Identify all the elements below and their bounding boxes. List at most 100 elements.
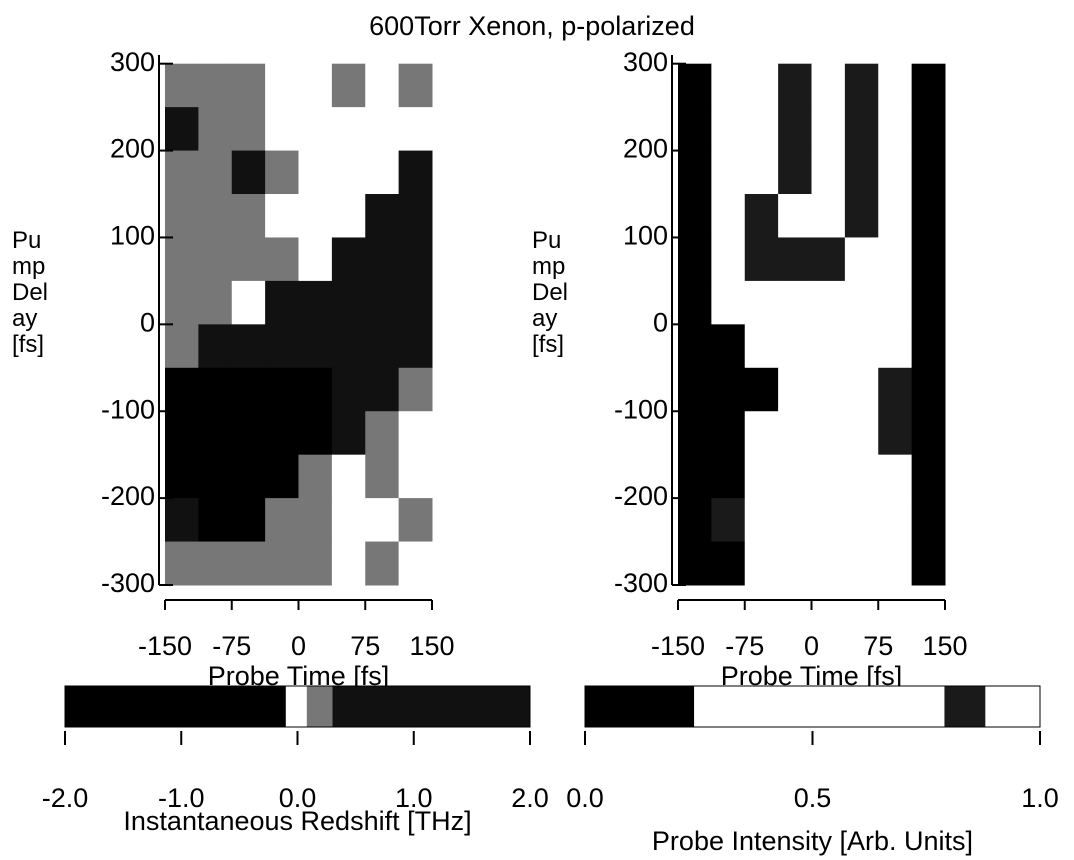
heatmap-cell — [331, 150, 366, 195]
x-tick-label: 75 — [350, 631, 380, 661]
heatmap-cell — [298, 498, 333, 543]
colorbar-tick-label: 2.0 — [511, 783, 549, 813]
heatmap-cell — [778, 411, 812, 456]
colorbar-segment — [285, 686, 307, 727]
heatmap-cell — [298, 367, 333, 412]
x-tick-label: -150 — [651, 631, 705, 661]
colorbar-tick-label: 1.0 — [1021, 783, 1059, 813]
heatmap-cell — [878, 237, 913, 282]
heatmap-cell — [365, 324, 400, 369]
heatmap-cell — [231, 237, 266, 282]
heatmap-cell — [198, 498, 233, 543]
y-tick-label: -200 — [101, 481, 155, 511]
heatmap-cell — [231, 541, 266, 586]
heatmap-cell — [265, 237, 299, 282]
heatmap-cell — [331, 324, 366, 369]
heatmap-cell — [231, 367, 266, 412]
heatmap-cell — [844, 150, 879, 195]
colorbar-tick-label: -2.0 — [42, 783, 89, 813]
heatmap-cell — [778, 63, 812, 108]
heatmap-cell — [298, 280, 333, 325]
heatmap-cell — [778, 107, 812, 152]
heatmap-cell — [878, 498, 913, 543]
heatmap-cell — [678, 367, 712, 412]
heatmap-cell — [165, 411, 199, 456]
heatmap-cell — [744, 324, 779, 369]
heatmap-cell — [331, 367, 366, 412]
colorbar-tick-label: 0.0 — [566, 783, 604, 813]
heatmap-cell — [398, 280, 433, 325]
x-tick-label: 0 — [804, 631, 819, 661]
heatmap-cell — [778, 150, 812, 195]
heatmap-cell — [398, 63, 433, 108]
heatmap-cell — [398, 194, 433, 238]
heatmap-cell — [265, 107, 299, 152]
heatmap-cell — [744, 541, 779, 586]
heatmap-cell — [911, 367, 946, 412]
x-tick-label: 150 — [922, 631, 967, 661]
heatmap-cell — [331, 194, 366, 238]
heatmap-cell — [298, 107, 333, 152]
heatmap-cell — [878, 150, 913, 195]
heatmap-cell — [398, 150, 433, 195]
y-tick-label: 0 — [140, 307, 155, 337]
heatmap-cell — [298, 237, 333, 282]
heatmap-cell — [678, 150, 712, 195]
heatmap-cell — [711, 498, 746, 543]
heatmap-cell — [911, 63, 946, 108]
heatmap-cell — [844, 107, 879, 152]
heatmap-cell — [298, 454, 333, 499]
figure-title: 600Torr Xenon, p-polarized — [369, 11, 695, 41]
y-tick-label: -200 — [614, 481, 668, 511]
heatmap-cell — [231, 107, 266, 152]
colorbar-segment — [944, 686, 986, 727]
y-tick-label: 100 — [110, 221, 155, 251]
heatmap-cell — [365, 498, 400, 543]
x-tick-label: -75 — [725, 631, 764, 661]
heatmap-cell — [165, 237, 199, 282]
heatmap-cell — [298, 63, 333, 108]
heatmap-cell — [231, 454, 266, 499]
heatmap-cell — [711, 280, 746, 325]
heatmap-cell — [811, 411, 846, 456]
colorbar-tick-label: -1.0 — [158, 783, 205, 813]
heatmap-cell — [298, 541, 333, 586]
heatmap-cell — [878, 541, 913, 586]
heatmap-cell — [265, 194, 299, 238]
y-tick-label: 300 — [110, 47, 155, 77]
heatmap-cell — [711, 367, 746, 412]
heatmap-cell — [878, 324, 913, 369]
heatmap-cell — [678, 454, 712, 499]
heatmap-cell — [298, 411, 333, 456]
colorbar-segment — [694, 686, 945, 727]
heatmap-cell — [365, 367, 400, 412]
heatmap-cell — [778, 367, 812, 412]
heatmap-cell — [365, 150, 400, 195]
heatmap-cell — [231, 411, 266, 456]
heatmap-cell — [844, 280, 879, 325]
heatmap-cell — [778, 498, 812, 543]
x-tick-label: -150 — [138, 631, 192, 661]
heatmap-cell — [811, 237, 846, 282]
heatmap-cell — [165, 541, 199, 586]
heatmap-cell — [165, 324, 199, 369]
y-tick-label: 0 — [653, 307, 668, 337]
heatmap-cell — [711, 107, 746, 152]
heatmap-cell — [678, 498, 712, 543]
heatmap-cell — [878, 454, 913, 499]
heatmap-cell — [331, 237, 366, 282]
heatmap-cell — [198, 411, 233, 456]
heatmap-cell — [811, 367, 846, 412]
heatmap-cell — [165, 194, 199, 238]
heatmap-cell — [811, 498, 846, 543]
heatmap-cell — [678, 194, 712, 238]
heatmap-cell — [911, 280, 946, 325]
y-tick-label: 100 — [623, 221, 668, 251]
heatmap-cell — [365, 194, 400, 238]
heatmap-cell — [398, 107, 433, 152]
heatmap-cell — [744, 107, 779, 152]
heatmap-cell — [198, 454, 233, 499]
y-tick-label: 300 — [623, 47, 668, 77]
x-tick-label: -75 — [212, 631, 251, 661]
colorbar-tick-label: 0.0 — [279, 783, 317, 813]
